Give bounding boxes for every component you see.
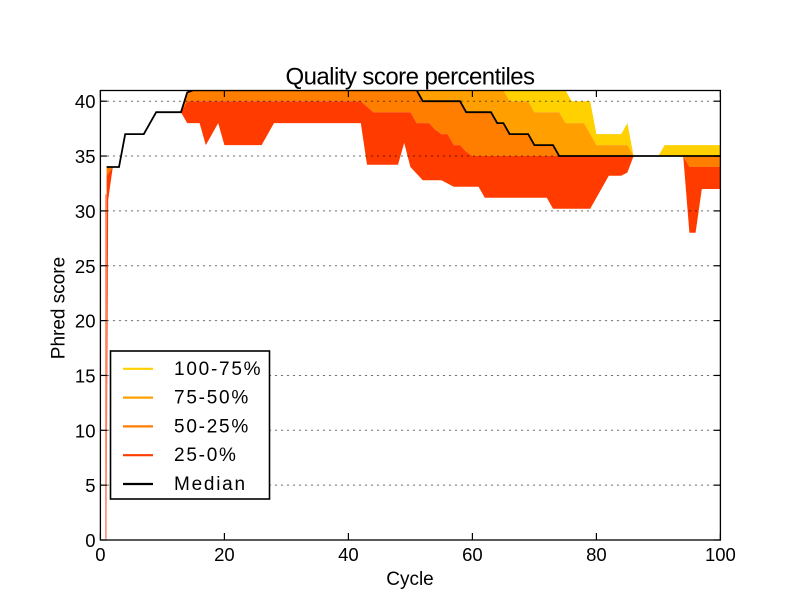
svg-text:5: 5 (85, 475, 95, 496)
svg-text:30: 30 (75, 201, 96, 222)
svg-text:20: 20 (214, 544, 235, 565)
svg-text:40: 40 (338, 544, 359, 565)
svg-text:25: 25 (75, 256, 96, 277)
svg-text:25-0%: 25-0% (174, 445, 238, 466)
svg-text:100-75%: 100-75% (174, 359, 262, 380)
svg-text:Quality score percentiles: Quality score percentiles (285, 64, 535, 91)
svg-text:15: 15 (75, 365, 96, 386)
svg-text:Cycle: Cycle (386, 569, 434, 590)
svg-text:Median: Median (174, 474, 247, 495)
svg-text:0: 0 (95, 544, 105, 565)
svg-text:10: 10 (75, 420, 96, 441)
svg-text:60: 60 (462, 544, 483, 565)
svg-text:20: 20 (75, 311, 96, 332)
svg-text:80: 80 (586, 544, 607, 565)
svg-text:50-25%: 50-25% (174, 416, 250, 437)
svg-text:35: 35 (75, 146, 96, 167)
svg-text:40: 40 (75, 91, 96, 112)
svg-text:Phred score: Phred score (49, 257, 70, 359)
svg-text:0: 0 (85, 530, 95, 551)
svg-text:75-50%: 75-50% (174, 388, 250, 409)
svg-text:100: 100 (705, 544, 736, 565)
